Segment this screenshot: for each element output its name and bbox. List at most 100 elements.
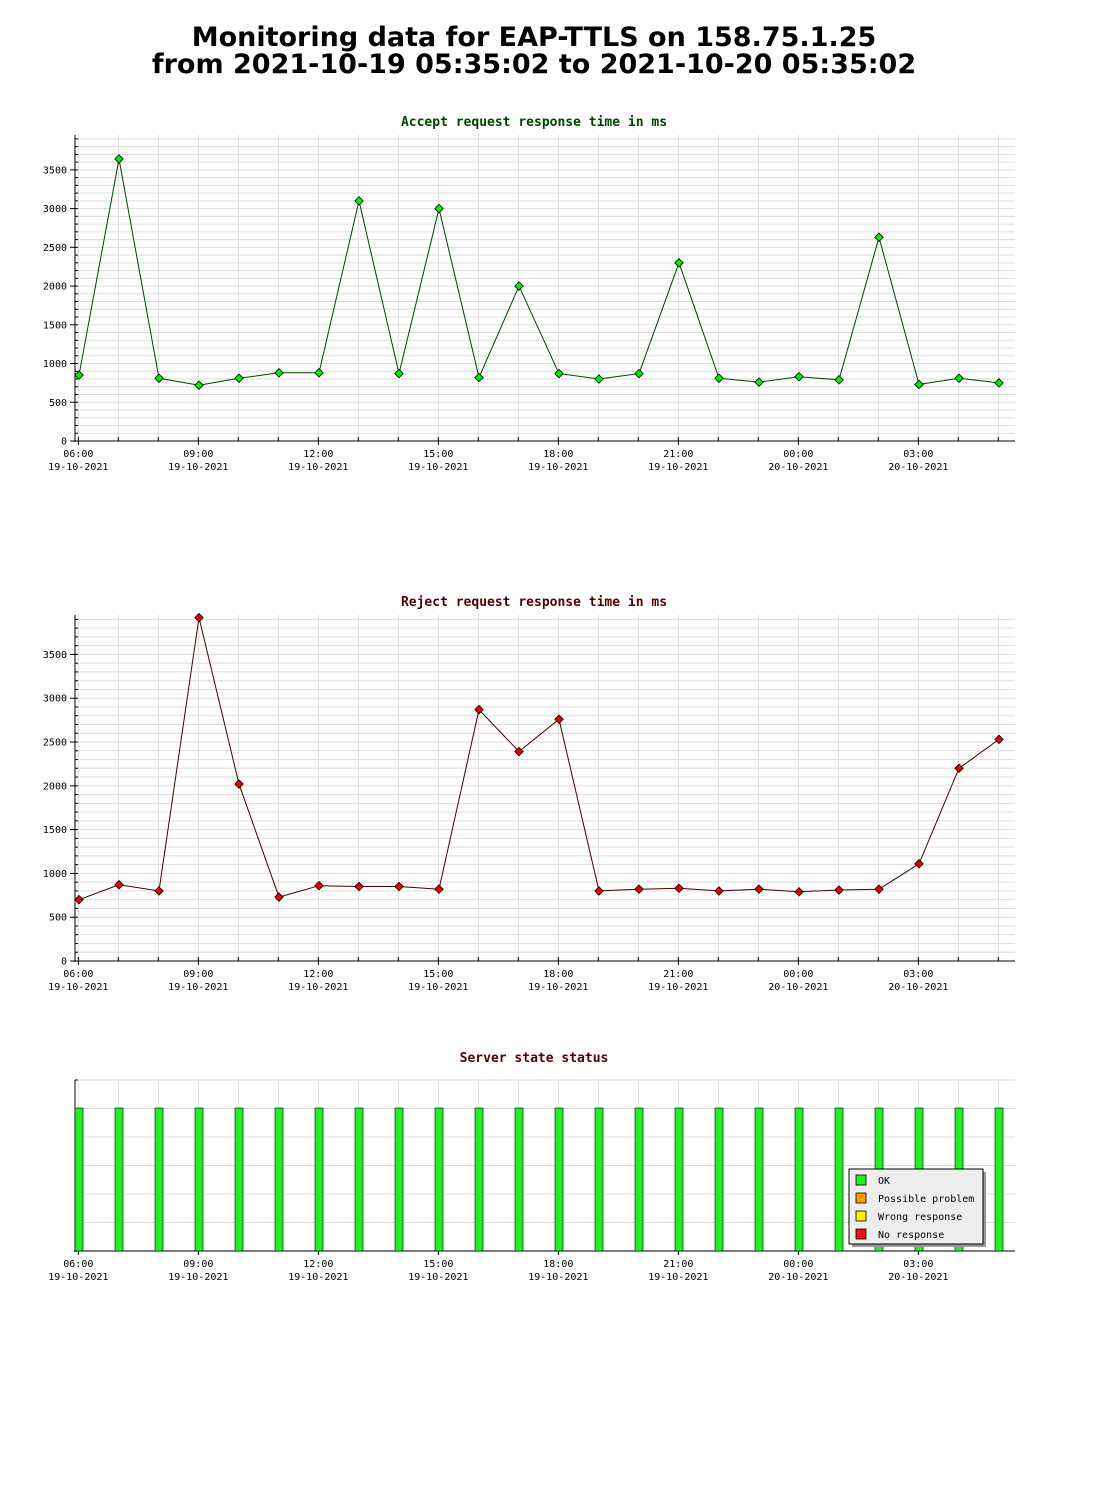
data-point-14 xyxy=(634,884,644,894)
data-point-16 xyxy=(714,373,724,384)
x-tick-label-date: 19-10-2021 xyxy=(168,1272,228,1283)
data-point-10 xyxy=(474,372,484,383)
x-tick-label-date: 19-10-2021 xyxy=(168,462,228,473)
x-tick-label-time: 15:00 xyxy=(423,969,453,980)
data-point-21 xyxy=(914,859,924,869)
data-point-6 xyxy=(314,368,324,378)
x-tick-label-time: 00:00 xyxy=(783,969,813,980)
status-bar-7 xyxy=(354,1107,364,1252)
data-point-4 xyxy=(234,779,244,789)
y-tick-label: 500 xyxy=(49,398,67,409)
series-line xyxy=(78,617,1000,901)
data-point-14 xyxy=(634,368,644,379)
data-point-12 xyxy=(554,714,564,725)
chart-title: Server state status xyxy=(460,1051,609,1066)
legend-swatch xyxy=(855,1228,867,1240)
x-tick-label-date: 19-10-2021 xyxy=(48,462,108,473)
accept-response-chart: Accept request response time in ms 06:00 1… xyxy=(43,115,1015,473)
legend-label: Wrong response xyxy=(878,1212,962,1223)
data-point-19 xyxy=(834,885,844,895)
y-tick-label: 1500 xyxy=(43,825,67,836)
legend-box xyxy=(848,1168,984,1245)
data-point-7 xyxy=(354,881,364,892)
x-tick-label-date: 19-10-2021 xyxy=(168,982,228,993)
page-title-line-2: from 2021-10-19 05:35:02 to 2021-10-20 0… xyxy=(151,49,917,80)
y-tick-label: 3500 xyxy=(43,165,67,176)
x-tick-label-date: 20-10-2021 xyxy=(768,1272,828,1283)
status-bar-5 xyxy=(274,1107,284,1252)
status-bar-4 xyxy=(234,1107,244,1252)
data-point-3 xyxy=(194,612,204,623)
data-point-11 xyxy=(514,281,524,291)
x-tick-label-date: 20-10-2021 xyxy=(888,1272,948,1283)
data-point-1 xyxy=(114,880,124,890)
data-point-7 xyxy=(354,196,364,206)
legend-label: OK xyxy=(878,1176,890,1187)
y-tick-label: 0 xyxy=(61,957,67,968)
y-tick-label: 2500 xyxy=(43,243,67,254)
data-point-22 xyxy=(954,373,964,384)
legend-label: Possible problem xyxy=(878,1194,974,1205)
x-tick-label-time: 09:00 xyxy=(183,449,213,460)
data-point-15 xyxy=(674,258,684,268)
y-tick-label: 2000 xyxy=(43,781,67,792)
x-tick-label-date: 19-10-2021 xyxy=(648,462,708,473)
data-point-10 xyxy=(474,704,484,715)
x-tick-label-time: 21:00 xyxy=(663,1259,693,1270)
data-point-5 xyxy=(274,892,284,902)
status-bar-2 xyxy=(154,1107,164,1252)
data-point-0 xyxy=(74,894,84,905)
status-bar-16 xyxy=(714,1107,724,1252)
data-point-13 xyxy=(594,374,604,384)
x-tick-label-date: 19-10-2021 xyxy=(288,462,348,473)
x-tick-label-date: 19-10-2021 xyxy=(288,982,348,993)
x-tick-label-time: 12:00 xyxy=(303,969,333,980)
x-tick-label-date: 20-10-2021 xyxy=(888,462,948,473)
x-tick-label-date: 19-10-2021 xyxy=(408,1272,468,1283)
chart-title: Reject request response time in ms xyxy=(401,595,667,610)
data-point-2 xyxy=(154,886,164,896)
data-point-8 xyxy=(394,368,404,379)
status-bar-9 xyxy=(434,1107,444,1252)
data-point-16 xyxy=(714,886,724,896)
status-bar-18 xyxy=(794,1107,804,1252)
server-state-chart: Server state status 06:00 19-10-2021 09:00 1… xyxy=(48,1051,1015,1283)
y-tick-label: 2500 xyxy=(43,738,67,749)
status-bar-13 xyxy=(594,1107,604,1252)
status-bar-14 xyxy=(634,1107,644,1252)
y-tick-label: 1500 xyxy=(43,320,67,331)
x-tick-label-time: 00:00 xyxy=(783,449,813,460)
y-tick-label: 0 xyxy=(61,437,67,448)
legend-label: No response xyxy=(878,1230,944,1241)
x-tick-label-date: 19-10-2021 xyxy=(48,982,108,993)
data-point-9 xyxy=(434,884,444,894)
status-bar-0 xyxy=(74,1107,84,1252)
data-point-15 xyxy=(674,883,684,894)
y-tick-label: 3500 xyxy=(43,650,67,661)
x-tick-label-date: 19-10-2021 xyxy=(408,462,468,473)
x-tick-label-date: 20-10-2021 xyxy=(888,982,948,993)
x-tick-label-date: 19-10-2021 xyxy=(528,1272,588,1283)
legend-swatch xyxy=(855,1174,867,1186)
data-point-0 xyxy=(74,370,84,380)
status-bar-11 xyxy=(514,1107,524,1252)
data-point-5 xyxy=(274,368,284,378)
legend-swatch xyxy=(855,1192,867,1204)
data-point-19 xyxy=(834,375,844,385)
series-line xyxy=(78,158,1000,386)
data-point-3 xyxy=(194,380,204,390)
data-point-13 xyxy=(594,886,604,896)
status-bar-23 xyxy=(994,1107,1004,1252)
reject-response-chart: Reject request response time in ms 06:00 1… xyxy=(43,595,1015,993)
x-tick-label-time: 18:00 xyxy=(543,969,573,980)
x-tick-label-date: 20-10-2021 xyxy=(768,982,828,993)
data-point-12 xyxy=(554,368,564,379)
status-bar-12 xyxy=(554,1107,564,1252)
data-point-8 xyxy=(394,881,404,892)
page-title: Monitoring data for EAP-TTLS on 158.75.1… xyxy=(0,24,1068,78)
x-tick-label-date: 19-10-2021 xyxy=(648,982,708,993)
x-tick-label-time: 00:00 xyxy=(783,1259,813,1270)
x-tick-label-time: 09:00 xyxy=(183,969,213,980)
data-point-11 xyxy=(514,746,524,757)
status-bar-6 xyxy=(314,1107,324,1252)
